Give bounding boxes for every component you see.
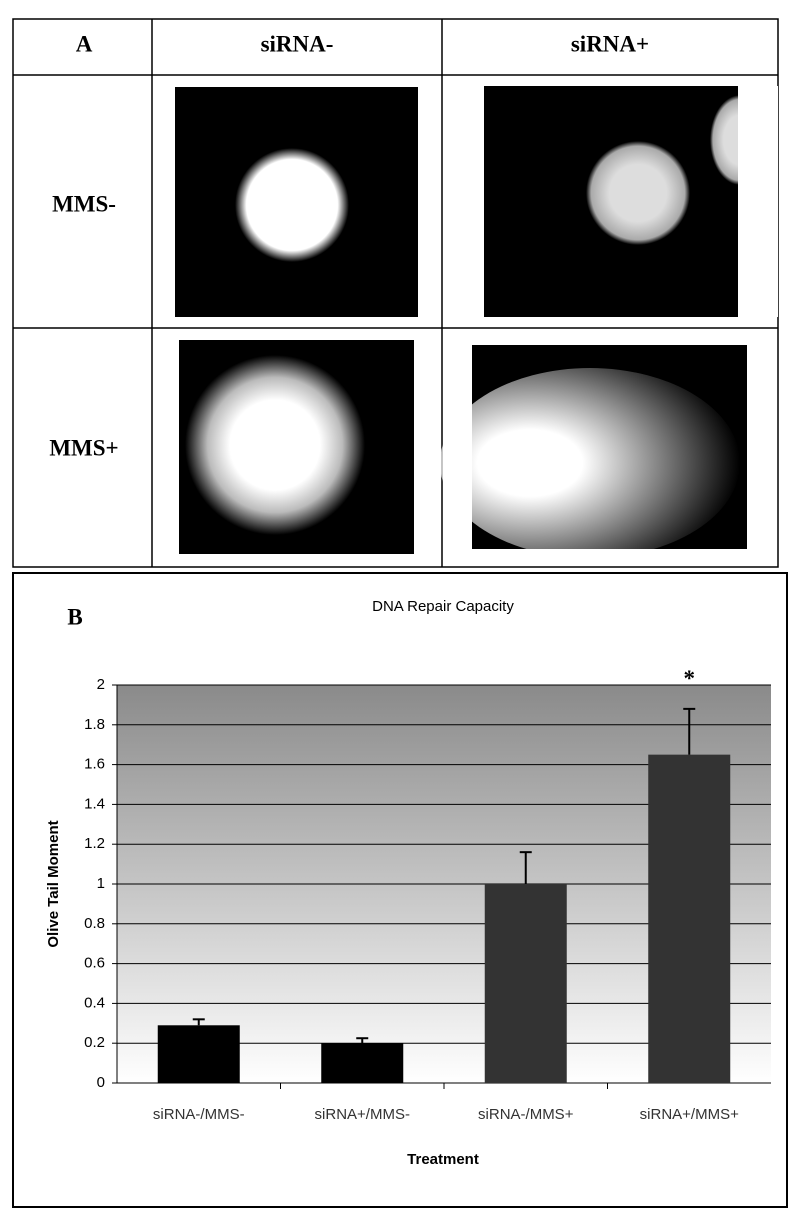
row-header: MMS+ [49, 435, 118, 460]
column-header: siRNA+ [571, 31, 649, 56]
x-tick-label: siRNA+/MMS+ [640, 1106, 739, 1123]
y-tick-label: 2 [97, 676, 105, 693]
x-tick-label: siRNA-/MMS+ [478, 1106, 574, 1123]
y-tick-label: 1.2 [84, 835, 105, 852]
panel-label: B [67, 604, 82, 629]
bar [484, 884, 567, 1083]
significance-marker: * [684, 666, 696, 691]
y-tick-label: 0.2 [84, 1034, 105, 1051]
y-tick-label: 1.4 [84, 795, 105, 812]
column-header: siRNA- [261, 31, 334, 56]
bar [157, 1025, 240, 1083]
row-header: MMS- [52, 191, 116, 216]
x-tick-label: siRNA-/MMS- [153, 1106, 245, 1123]
panel-b-frame [12, 572, 788, 1208]
bar [648, 754, 731, 1083]
y-tick-label: 0.8 [84, 915, 105, 932]
y-tick-label: 1 [97, 875, 105, 892]
chart-title: DNA Repair Capacity [372, 598, 514, 615]
x-tick-label: siRNA+/MMS- [315, 1106, 410, 1123]
y-axis-title: Olive Tail Moment [45, 820, 62, 947]
comet-images [154, 86, 778, 565]
panel-label: A [76, 31, 93, 56]
x-axis-title: Treatment [407, 1151, 479, 1168]
y-tick-label: 0 [97, 1074, 105, 1091]
y-tick-label: 1.8 [84, 716, 105, 733]
y-tick-label: 1.6 [84, 756, 105, 773]
y-tick-label: 0.6 [84, 955, 105, 972]
y-tick-label: 0.4 [84, 994, 105, 1011]
bar [321, 1043, 404, 1083]
